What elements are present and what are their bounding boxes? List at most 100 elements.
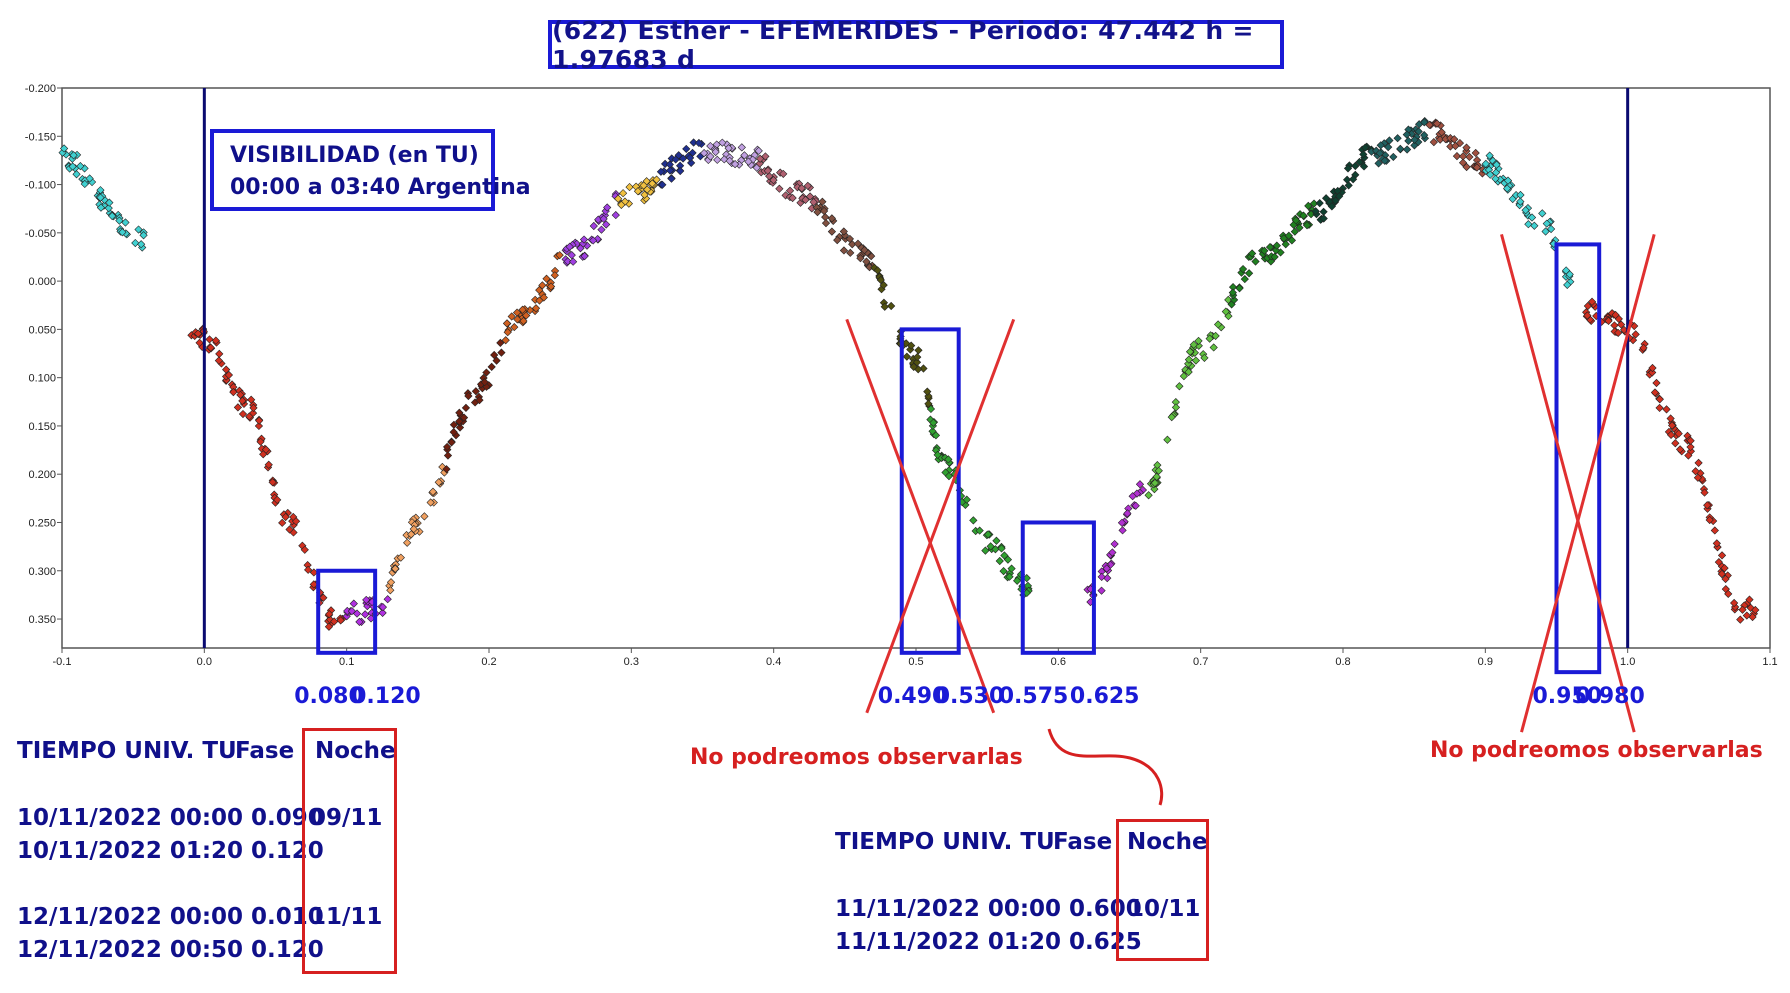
- data-point: [1611, 310, 1620, 320]
- data-point: [725, 156, 734, 166]
- x-tick-label: 0.5: [908, 656, 923, 668]
- data-point: [839, 227, 848, 236]
- data-point: [550, 266, 560, 276]
- data-point: [1662, 405, 1671, 414]
- data-point: [206, 343, 215, 352]
- data-point: [1260, 246, 1269, 255]
- cross-out-line: [865, 318, 1016, 714]
- data-point: [519, 316, 528, 326]
- data-point: [1604, 316, 1613, 325]
- data-point: [1349, 175, 1358, 184]
- table-row: 12/11/2022 00:50 0.120: [17, 937, 324, 963]
- window-label-start: 0.575: [998, 684, 1069, 709]
- data-point: [121, 218, 130, 227]
- data-point: [336, 616, 345, 625]
- data-point: [492, 356, 501, 365]
- data-point: [1521, 206, 1530, 215]
- data-point: [1167, 412, 1176, 422]
- data-point: [1619, 325, 1629, 335]
- data-point: [1465, 152, 1474, 162]
- x-tick-label: 0.9: [1478, 656, 1493, 668]
- data-point: [215, 349, 224, 359]
- data-point: [1472, 163, 1482, 172]
- data-point: [1700, 488, 1709, 497]
- data-point: [96, 203, 106, 212]
- data-point: [1583, 311, 1592, 320]
- data-point: [396, 553, 405, 562]
- data-point: [1007, 564, 1016, 573]
- data-point: [1205, 334, 1214, 343]
- data-point: [997, 544, 1006, 553]
- data-point: [1315, 199, 1324, 208]
- data-point: [839, 246, 849, 255]
- data-point: [602, 220, 611, 229]
- table-row: 12/11/2022 00:00 0.010: [17, 904, 324, 930]
- data-point: [378, 608, 387, 617]
- data-point: [238, 409, 248, 419]
- data-point: [1154, 466, 1163, 475]
- data-point: [1565, 270, 1574, 279]
- data-point: [539, 293, 548, 302]
- data-point: [1327, 202, 1336, 211]
- data-point: [1003, 555, 1013, 564]
- data-point: [652, 175, 661, 184]
- data-point: [914, 346, 923, 355]
- data-point: [761, 152, 770, 161]
- data-point: [797, 184, 806, 193]
- data-point: [563, 257, 572, 266]
- data-point: [625, 182, 634, 192]
- x-tick-label: 0.2: [481, 656, 496, 668]
- data-point: [1451, 141, 1460, 151]
- data-point: [1361, 143, 1370, 152]
- night-column-box-right: [1116, 819, 1209, 961]
- data-point: [713, 155, 722, 164]
- data-point: [755, 159, 764, 168]
- data-point: [1374, 159, 1383, 168]
- data-point: [72, 170, 81, 179]
- data-point: [1150, 485, 1159, 494]
- data-point: [1710, 526, 1719, 535]
- data-point: [131, 238, 140, 248]
- data-point: [303, 561, 312, 570]
- data-point: [873, 266, 882, 275]
- data-point: [1238, 264, 1248, 274]
- data-point: [931, 431, 941, 440]
- data-point: [821, 219, 831, 228]
- y-tick-label: 0.050: [28, 324, 56, 336]
- data-point: [249, 403, 258, 412]
- data-point: [546, 282, 556, 291]
- data-point: [355, 617, 364, 626]
- table-row: 10/11/2022 00:00 0.090: [17, 805, 324, 831]
- data-point: [1650, 388, 1660, 397]
- data-point: [803, 181, 812, 190]
- y-tick-label: -0.200: [25, 83, 56, 95]
- data-point: [104, 204, 113, 213]
- data-point: [459, 413, 469, 422]
- visibility-hours: 00:00 a 03:40 Argentina: [230, 175, 531, 200]
- y-tick-label: 0.350: [28, 614, 56, 626]
- data-point: [535, 286, 544, 295]
- data-point: [1396, 144, 1405, 153]
- data-point: [391, 564, 400, 573]
- data-point: [362, 595, 371, 605]
- data-point: [487, 362, 496, 371]
- data-point: [740, 151, 749, 160]
- data-point: [724, 144, 733, 153]
- data-point: [309, 580, 318, 589]
- data-point: [1446, 142, 1455, 151]
- data-point: [1265, 242, 1275, 252]
- data-point: [846, 248, 855, 257]
- data-point: [449, 420, 459, 429]
- data-point: [324, 622, 334, 631]
- data-point: [224, 370, 234, 380]
- data-point: [525, 306, 535, 315]
- data-point: [580, 252, 589, 261]
- data-point: [139, 231, 148, 240]
- data-point: [1299, 211, 1308, 220]
- y-tick-label: 0.000: [28, 276, 56, 288]
- data-point: [1516, 190, 1525, 200]
- data-point: [1436, 135, 1445, 144]
- connector-curve: [1047, 728, 1164, 806]
- data-point: [1452, 152, 1462, 161]
- data-point: [788, 193, 797, 203]
